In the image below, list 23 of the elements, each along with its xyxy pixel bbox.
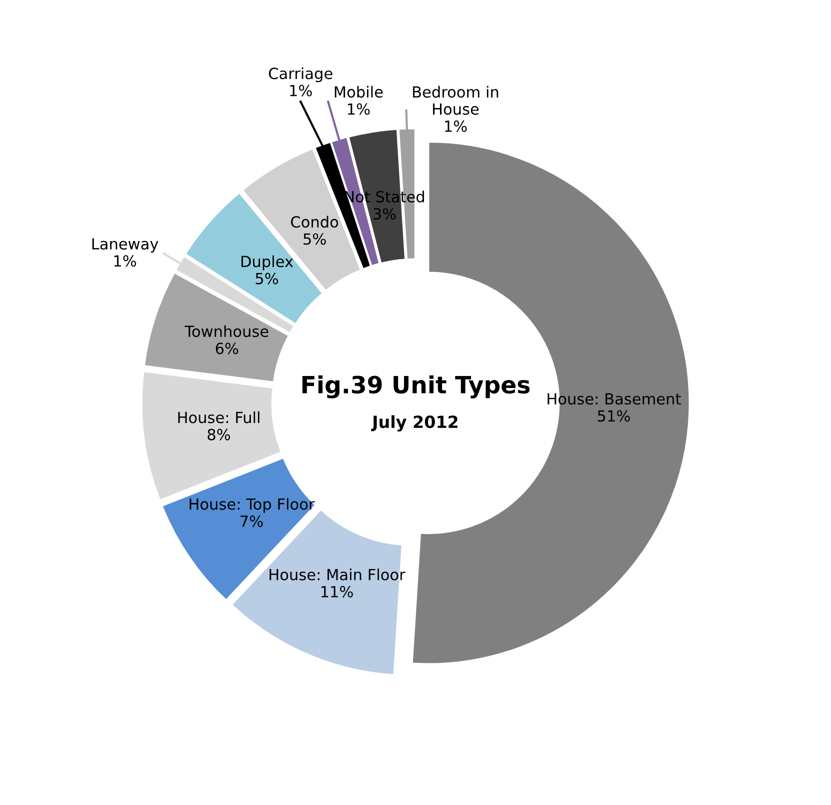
data-label: 5% [304,233,326,245]
slice-label: Mobile [334,86,383,98]
data-label: 11% [321,586,353,598]
data-label: 1% [290,84,312,96]
slice-label: House: Main Floor [270,568,406,580]
text: July 2012 [371,415,458,432]
data-label: 5% [256,272,278,284]
slice-label: Carriage [268,67,332,82]
slice-label: Laneway [92,238,158,253]
data-label: 8% [208,428,230,440]
slice-label: Bedroom in House [413,86,498,115]
data-label: 7% [240,515,263,527]
data-label: 1% [114,255,136,267]
slice-label: Townhouse [184,325,268,338]
data-label: 3% [374,208,396,220]
slice-label: House: Full [178,411,260,424]
data-label: 1% [348,103,370,115]
data-label: 51% [598,410,630,422]
text: Fig.39 Unit Types [302,375,530,398]
slice-label: Condo [291,216,338,228]
data-label: 1% [445,120,467,132]
slice-label: Duplex [241,255,294,270]
data-label: 6% [216,342,238,354]
